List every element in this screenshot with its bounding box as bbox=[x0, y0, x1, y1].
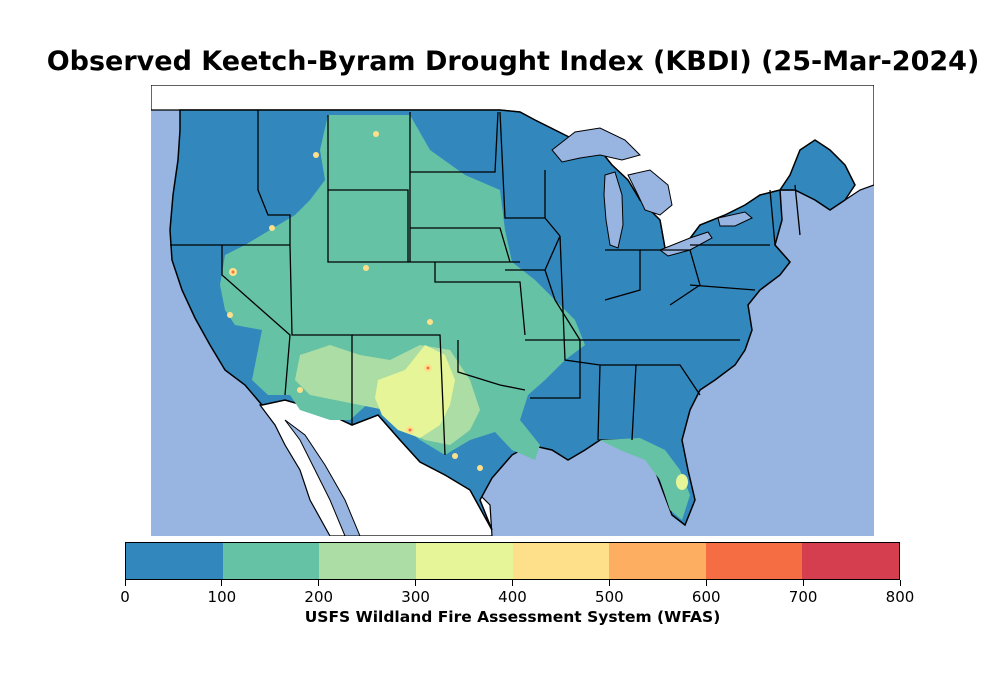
colorbar-segment bbox=[126, 543, 223, 579]
colorbar-tick bbox=[124, 580, 126, 586]
colorbar-segment bbox=[415, 543, 513, 579]
colorbar-tick-label: 300 bbox=[401, 588, 430, 606]
colorbar-tick-label: 0 bbox=[120, 588, 130, 606]
colorbar-tick-label: 600 bbox=[691, 588, 721, 606]
lake-huron bbox=[627, 169, 673, 216]
page-title: Observed Keetch-Byram Drought Index (KBD… bbox=[46, 46, 980, 77]
colorbar-tick-label: 200 bbox=[304, 588, 334, 606]
lake-michigan bbox=[603, 171, 624, 249]
colorbar-tick-label: 400 bbox=[498, 588, 527, 606]
lake-ontario bbox=[717, 211, 753, 227]
colorbar-segment bbox=[705, 543, 803, 579]
colorbar-segment bbox=[512, 543, 610, 579]
colorbar-segment bbox=[319, 543, 416, 579]
colorbar-tick-label: 100 bbox=[207, 588, 237, 606]
kbdi-300-400-florida bbox=[676, 474, 688, 490]
colorbar-tick bbox=[899, 580, 901, 586]
colorbar-tick bbox=[705, 580, 707, 586]
kbdi-300-400-region bbox=[375, 345, 455, 438]
kbdi-hotspots-high bbox=[231, 270, 430, 432]
colorbar-tick bbox=[415, 580, 417, 586]
colorbar-segment bbox=[802, 543, 899, 579]
colorbar-tick-label: 500 bbox=[595, 588, 624, 606]
colorbar-label: USFS Wildland Fire Assessment System (WF… bbox=[304, 608, 721, 626]
colorbar-tick bbox=[221, 580, 223, 586]
colorbar-tick bbox=[512, 580, 513, 586]
colorbar-segment bbox=[222, 543, 320, 579]
colorbar-tick-label: 700 bbox=[788, 588, 818, 606]
colorbar-segment bbox=[609, 543, 706, 579]
kbdi-100-200-florida bbox=[600, 438, 690, 520]
colorbar-tick-label: 800 bbox=[885, 588, 915, 606]
lake-superior bbox=[551, 127, 641, 163]
colorbar-tick bbox=[802, 580, 804, 586]
state-borders bbox=[170, 110, 801, 456]
colorbar-tick bbox=[318, 580, 320, 586]
colorbar bbox=[125, 542, 900, 580]
gulf-of-california bbox=[284, 419, 361, 536]
colorbar-tick bbox=[608, 580, 610, 586]
